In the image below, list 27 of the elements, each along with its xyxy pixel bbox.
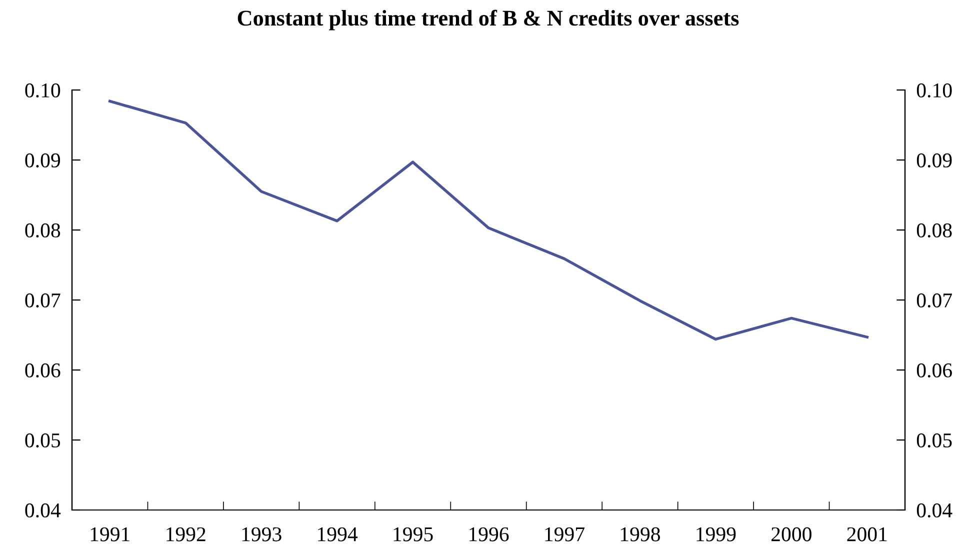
x-tick-label: 1996 bbox=[470, 527, 509, 542]
x-tick-label: 2000 bbox=[771, 527, 812, 542]
y-tick-label: 0.09 bbox=[25, 153, 60, 168]
y-tick-label: 0.06 bbox=[25, 363, 60, 378]
y2-tick-label: 0.10 bbox=[916, 83, 952, 98]
line-series bbox=[108, 100, 869, 341]
x-tick-label: 1999 bbox=[696, 527, 736, 542]
y-tick-label: 0.04 bbox=[25, 503, 61, 518]
x-tick-label: 1991 bbox=[90, 527, 130, 542]
y-tick-label: 0.07 bbox=[25, 293, 60, 308]
y-tick-label: 0.05 bbox=[25, 433, 60, 448]
y2-tick-label: 0.08 bbox=[916, 223, 952, 238]
x-tick-label: 1995 bbox=[394, 527, 433, 542]
chart-title: Constant plus time trend of B & N credits over assets bbox=[238, 10, 739, 30]
y2-tick-label: 0.09 bbox=[916, 153, 952, 168]
x-tick-label: 1997 bbox=[545, 527, 584, 542]
y2-tick-label: 0.07 bbox=[916, 293, 952, 308]
y2-tick-label: 0.06 bbox=[916, 363, 952, 378]
x-tick-label: 1998 bbox=[620, 527, 660, 542]
y2-tick-label: 0.05 bbox=[916, 433, 952, 448]
x-tick-label: 2001 bbox=[847, 527, 887, 542]
x-tick-label: 1992 bbox=[166, 527, 206, 542]
y-tick-label: 0.08 bbox=[25, 223, 60, 238]
x-tick-label: 1994 bbox=[318, 527, 358, 542]
y2-tick-label: 0.04 bbox=[916, 503, 952, 518]
x-tick-label: 1993 bbox=[242, 527, 282, 542]
y-tick-label: 0.10 bbox=[25, 83, 60, 98]
